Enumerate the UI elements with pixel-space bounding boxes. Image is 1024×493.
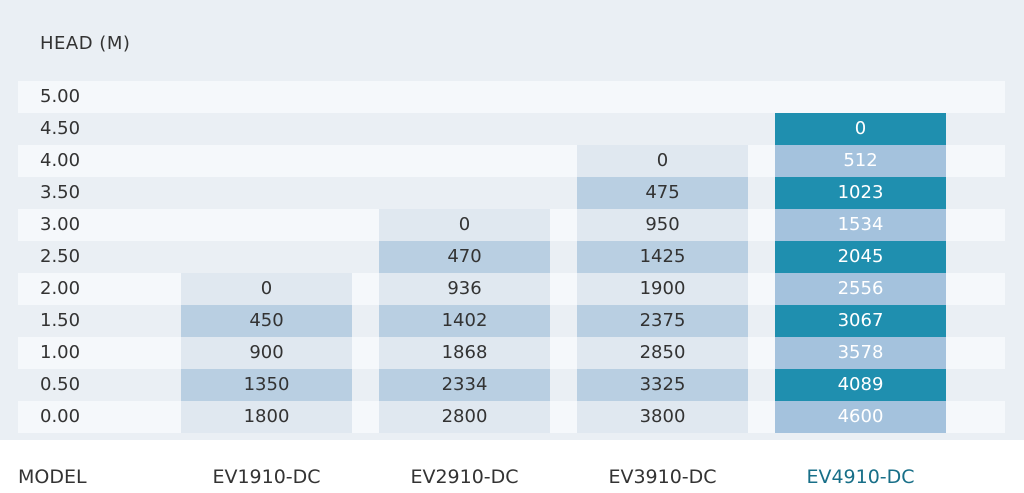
flow-cell: 0 — [775, 113, 946, 145]
flow-cell: 950 — [577, 209, 748, 241]
head-value-label: 5.00 — [40, 86, 81, 107]
model-name-label: EV3910-DC — [608, 466, 717, 488]
head-value-label: 2.50 — [40, 246, 81, 267]
flow-cell: 450 — [181, 305, 352, 337]
flow-cell: 900 — [181, 337, 352, 369]
flow-cell: 1800 — [181, 401, 352, 433]
flow-cell: 470 — [379, 241, 550, 273]
flow-cell: 2375 — [577, 305, 748, 337]
head-value-label: 4.50 — [40, 118, 81, 139]
head-value-label: 0.00 — [40, 406, 81, 427]
flow-cell: 0 — [181, 273, 352, 305]
model-name-label: EV1910-DC — [212, 466, 321, 488]
model-name-label: EV2910-DC — [410, 466, 519, 488]
head-value-label: 1.50 — [40, 310, 81, 331]
flow-cell: 2850 — [577, 337, 748, 369]
flow-cell: 1350 — [181, 369, 352, 401]
head-value-label: 4.00 — [40, 150, 81, 171]
row-stripe — [18, 81, 1005, 113]
head-axis-title: HEAD (M) — [40, 33, 131, 54]
flow-cell: 1425 — [577, 241, 748, 273]
flow-cell: 0 — [379, 209, 550, 241]
flow-cell: 1023 — [775, 177, 946, 209]
flow-cell: 936 — [379, 273, 550, 305]
flow-cell: 1534 — [775, 209, 946, 241]
flow-cell: 0 — [577, 145, 748, 177]
flow-cell: 1868 — [379, 337, 550, 369]
flow-cell: 4089 — [775, 369, 946, 401]
flow-cell: 1900 — [577, 273, 748, 305]
head-value-label: 1.00 — [40, 342, 81, 363]
head-value-label: 0.50 — [40, 374, 81, 395]
head-value-label: 3.50 — [40, 182, 81, 203]
flow-cell: 2045 — [775, 241, 946, 273]
flow-cell: 512 — [775, 145, 946, 177]
flow-cell: 1402 — [379, 305, 550, 337]
flow-cell: 2800 — [379, 401, 550, 433]
flow-cell: 3800 — [577, 401, 748, 433]
flow-cell: 3578 — [775, 337, 946, 369]
head-value-label: 2.00 — [40, 278, 81, 299]
model-name-label: EV4910-DC — [806, 466, 915, 488]
flow-cell: 3325 — [577, 369, 748, 401]
flow-cell: 3067 — [775, 305, 946, 337]
flow-cell: 2556 — [775, 273, 946, 305]
flow-cell: 2334 — [379, 369, 550, 401]
flow-cell: 475 — [577, 177, 748, 209]
model-axis-title: MODEL — [18, 466, 87, 488]
flow-cell: 4600 — [775, 401, 946, 433]
head-value-label: 3.00 — [40, 214, 81, 235]
